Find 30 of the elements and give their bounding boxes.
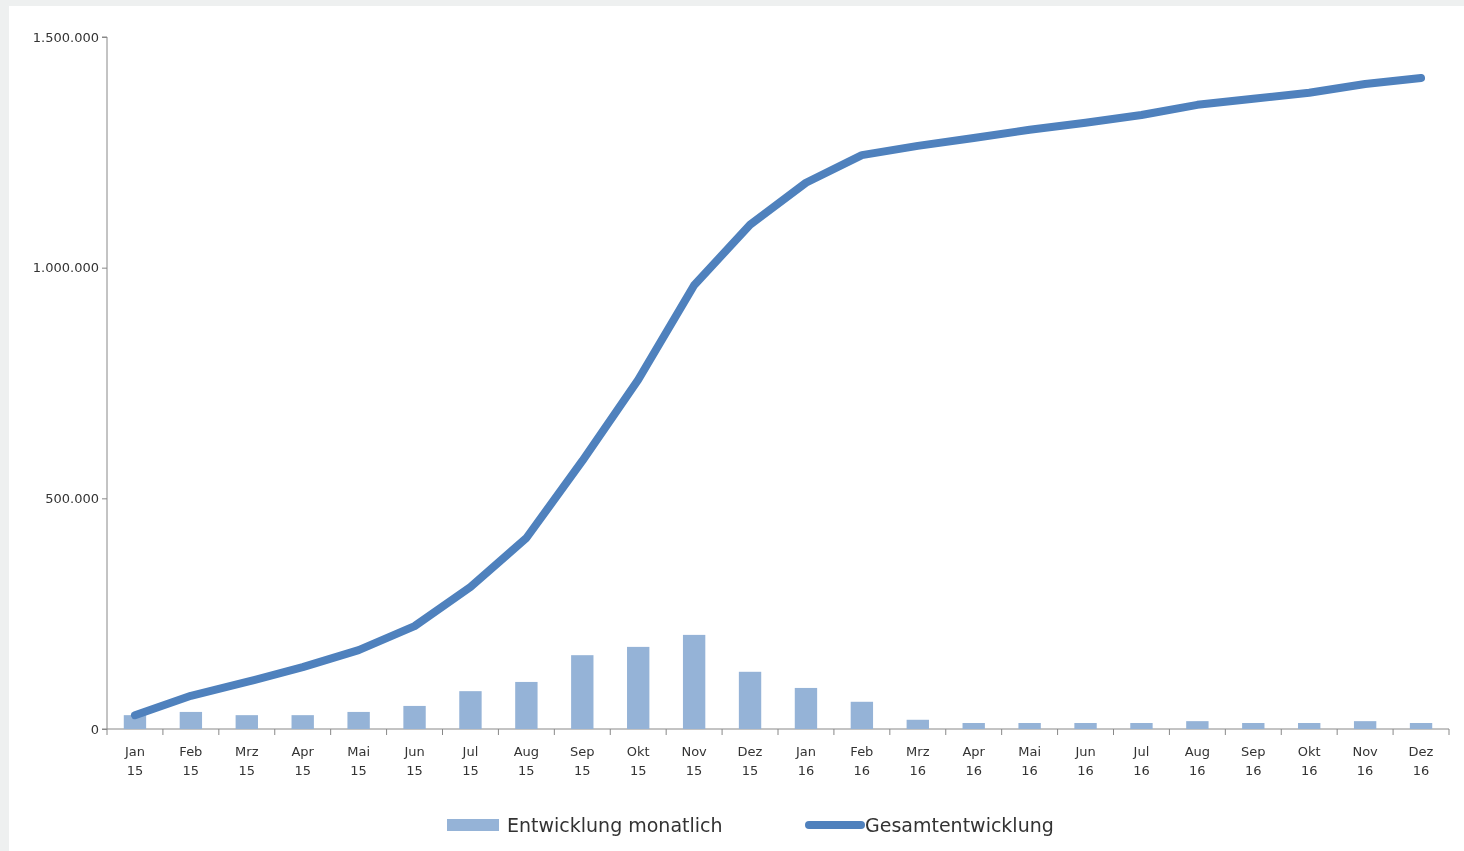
x-tick-label: Okt 15: [626, 744, 650, 778]
x-tick-label: Okt 16: [1297, 744, 1321, 778]
x-tick-label: Apr 16: [962, 744, 986, 778]
x-tick-label: Jul 16: [1132, 744, 1150, 778]
x-tick-label: Sep 15: [570, 744, 595, 778]
x-tick-label: Nov 16: [1352, 744, 1379, 778]
x-tick-label: Jun 16: [1074, 744, 1096, 778]
legend-label: Gesamtentwicklung: [865, 814, 1054, 836]
x-tick-label: Aug 15: [513, 744, 540, 778]
x-tick-label: Feb 15: [179, 744, 203, 778]
x-tick-label: Mai 15: [347, 744, 371, 778]
x-tick-label: Feb 16: [850, 744, 874, 778]
x-tick-label: Jun 15: [403, 744, 425, 778]
y-tick-label: 500.000: [45, 490, 99, 506]
x-tick-label: Jul 15: [461, 744, 479, 778]
y-tick-label: 1.000.000: [32, 260, 99, 276]
x-tick-label: Nov 15: [681, 744, 708, 778]
y-tick-label: 0: [90, 721, 99, 737]
x-tick-label: Dez 16: [1408, 744, 1434, 778]
x-tick-label: Mai 16: [1018, 744, 1042, 778]
x-tick-label: Jan 15: [123, 744, 145, 778]
legend-label: Entwicklung monatlich: [507, 814, 723, 836]
x-tick-label: Mrz 15: [235, 744, 259, 778]
x-tick-label: Aug 16: [1184, 744, 1211, 778]
x-tick-label: Mrz 16: [906, 744, 930, 778]
x-tick-label: Dez 15: [737, 744, 763, 778]
y-tick-label: 1.500.000: [32, 29, 99, 45]
x-tick-label: Apr 15: [291, 744, 315, 778]
x-tick-label: Sep 16: [1241, 744, 1266, 778]
x-tick-label: Jan 16: [794, 744, 816, 778]
